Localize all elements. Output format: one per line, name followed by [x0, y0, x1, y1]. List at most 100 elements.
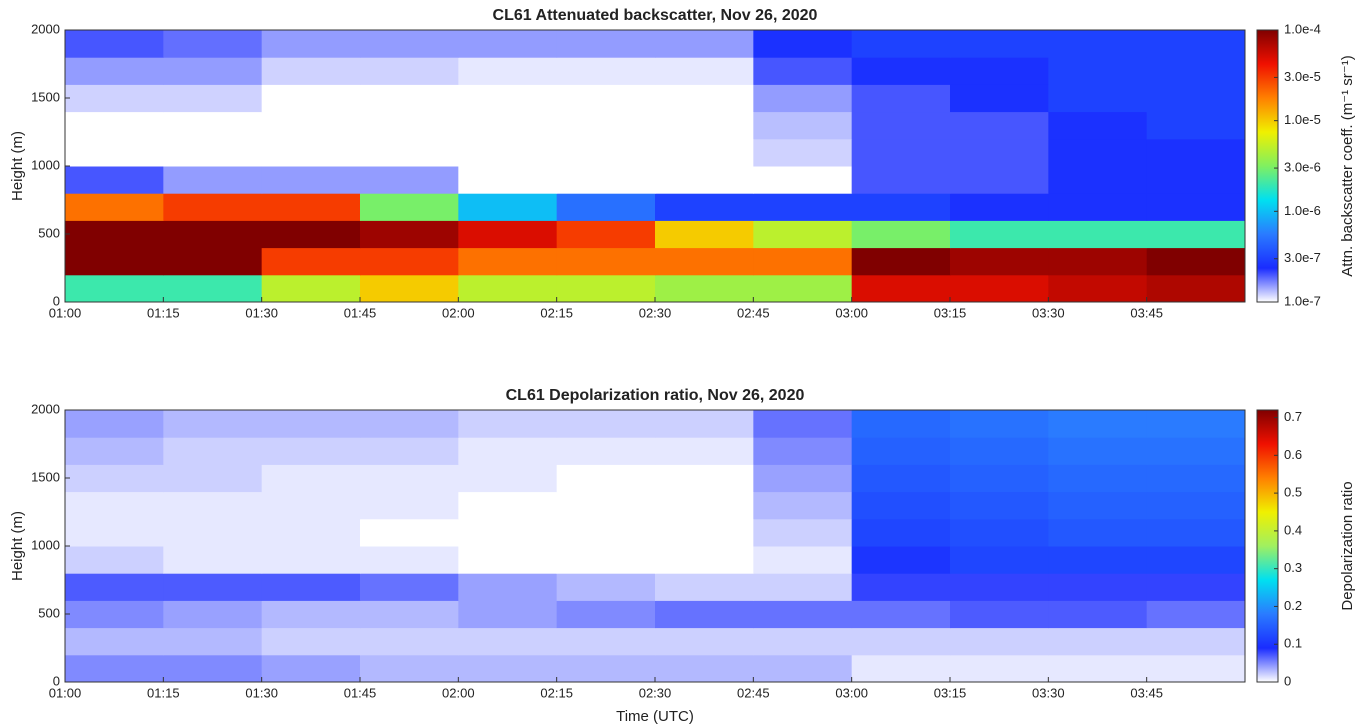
heat-cell — [360, 57, 459, 85]
heat-cell — [1048, 247, 1148, 276]
heat-cell — [65, 437, 164, 465]
heat-cell — [65, 491, 164, 520]
colorbar-tick-label: 0.2 — [1284, 598, 1302, 613]
colorbar-tick-label: 1.0e-4 — [1284, 21, 1321, 36]
heat-cell — [950, 247, 1049, 276]
heat-cell — [556, 437, 656, 465]
heat-cell — [1048, 274, 1148, 303]
heat-cell — [458, 84, 558, 113]
heat-cell — [360, 247, 459, 276]
heat-cell — [261, 84, 361, 113]
heat-cell — [1048, 193, 1148, 221]
heat-cell — [556, 138, 656, 167]
heat-cell — [360, 573, 459, 601]
heat-cell — [163, 138, 263, 167]
heat-cell — [851, 111, 951, 140]
heat-cell — [1048, 518, 1148, 547]
heat-cell — [1146, 410, 1246, 438]
heat-cell — [65, 30, 164, 58]
colorbar-tick-label: 3.0e-6 — [1284, 160, 1321, 175]
heat-cell — [950, 491, 1049, 520]
heat-cell — [458, 627, 558, 656]
x-tick-label: 02:45 — [737, 685, 770, 700]
heat-cell — [556, 30, 656, 58]
heat-cell — [753, 220, 853, 249]
heat-cell — [65, 518, 164, 547]
heat-cell — [458, 220, 558, 249]
heat-cell — [851, 654, 951, 683]
heat-cell — [1048, 220, 1148, 249]
heat-cell — [950, 518, 1049, 547]
y-tick-label: 2000 — [31, 21, 60, 36]
heat-cell — [360, 84, 459, 113]
heat-cell — [851, 166, 951, 194]
heat-cell — [360, 627, 459, 656]
y-axis-label: Height (m) — [9, 511, 26, 581]
heat-cell — [261, 57, 361, 85]
heat-cell — [458, 166, 558, 194]
heat-cell — [753, 57, 853, 85]
heat-cell — [1048, 166, 1148, 194]
heat-cell — [1048, 437, 1148, 465]
heat-cell — [556, 464, 656, 493]
x-axis-label: Time (UTC) — [616, 708, 694, 725]
heat-cell — [556, 573, 656, 601]
heat-cell — [458, 518, 558, 547]
heat-cell — [851, 546, 951, 574]
heat-cell — [65, 220, 164, 249]
heat-cell — [163, 57, 263, 85]
heat-cell — [655, 546, 754, 574]
heat-cell — [65, 464, 164, 493]
heat-cell — [655, 220, 754, 249]
colorbar-label: Depolarization ratio — [1339, 481, 1356, 610]
heat-cell — [65, 193, 164, 221]
heat-cell — [1048, 410, 1148, 438]
heat-cell — [261, 247, 361, 276]
heat-cell — [950, 30, 1049, 58]
x-tick-label: 01:00 — [49, 305, 82, 320]
y-tick-label: 500 — [38, 605, 60, 620]
heat-cell — [360, 138, 459, 167]
heat-cell — [851, 410, 951, 438]
heat-cell — [851, 437, 951, 465]
colorbar-tick-label: 1.0e-7 — [1284, 293, 1321, 308]
heat-cell — [458, 410, 558, 438]
colorbar-tick-label: 1.0e-5 — [1284, 112, 1321, 127]
heat-cell — [65, 57, 164, 85]
heat-cell — [851, 464, 951, 493]
heat-cell — [1048, 30, 1148, 58]
heat-cell — [458, 546, 558, 574]
heat-cell — [458, 138, 558, 167]
colorbar-tick-label: 0.6 — [1284, 447, 1302, 462]
heat-cell — [556, 654, 656, 683]
heat-cell — [753, 437, 853, 465]
x-tick-label: 02:00 — [442, 685, 475, 700]
heat-cell — [655, 111, 754, 140]
heat-cell — [65, 111, 164, 140]
heat-cell — [950, 274, 1049, 303]
heat-cell — [851, 573, 951, 601]
colorbar-tick-label: 0.3 — [1284, 560, 1302, 575]
heat-cell — [753, 247, 853, 276]
heat-cell — [556, 546, 656, 574]
heat-cell — [261, 166, 361, 194]
heat-cell — [1048, 627, 1148, 656]
heat-cell — [950, 193, 1049, 221]
heat-cell — [556, 600, 656, 629]
heat-cell — [556, 84, 656, 113]
heat-cell — [753, 491, 853, 520]
heat-cell — [65, 573, 164, 601]
heat-cell — [65, 247, 164, 276]
heat-cell — [1146, 138, 1246, 167]
heat-cell — [1146, 546, 1246, 574]
heat-cell — [753, 30, 853, 58]
heat-cell — [458, 30, 558, 58]
heat-cell — [556, 57, 656, 85]
heat-cell — [1146, 274, 1246, 303]
heat-cell — [458, 654, 558, 683]
heat-cell — [753, 627, 853, 656]
heat-cell — [655, 274, 754, 303]
heat-cell — [163, 193, 263, 221]
heat-cell — [163, 654, 263, 683]
heat-cell — [753, 274, 853, 303]
